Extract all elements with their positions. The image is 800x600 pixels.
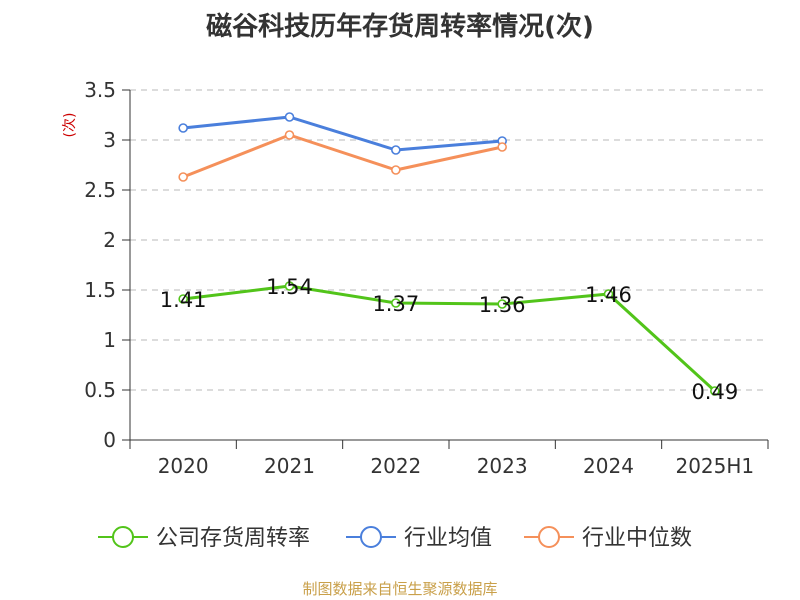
legend-label: 公司存货周转率 [156,526,310,551]
y-tick-label: 2.5 [84,178,116,202]
data-label: 1.54 [266,275,313,299]
x-tick-label: 2020 [158,454,209,478]
legend-marker [360,526,382,548]
data-point [391,165,401,175]
source-note: 制图数据来自恒生聚源数据库 [302,580,498,598]
x-tick-label: 2024 [583,454,634,478]
y-tick-label: 2 [103,228,116,252]
grid-lines [130,89,768,391]
x-tick-label: 2025H1 [675,454,754,478]
y-tick-label: 1 [103,328,116,352]
legend-marker [112,526,134,548]
data-point [284,130,295,140]
x-tick-label: 2021 [264,454,315,478]
data-label: 1.36 [479,293,526,317]
data-point [391,145,401,155]
y-tick-label: 1.5 [84,278,116,302]
data-label: 1.37 [372,292,419,316]
y-tick-label: 0.5 [84,378,116,402]
data-point [178,294,188,304]
legend-label: 行业中位数 [582,526,692,551]
series-line [182,284,716,393]
data-label: 1.46 [585,283,632,307]
data-point [497,299,507,309]
data-point [178,172,188,182]
series-line [182,133,503,179]
data-point [497,142,507,152]
data-point [178,123,188,133]
data-label: 1.41 [160,288,207,312]
legend: 公司存货周转率 行业均值 行业中位数 [98,526,692,551]
data-labels: 1.41 1.54 1.37 1.36 1.46 0.49 [160,275,738,404]
data-point [603,289,614,299]
data-point [391,298,401,308]
y-tick-label: 3 [103,128,116,152]
series-lines [178,112,720,396]
data-label: 0.49 [691,380,738,404]
data-point [710,386,720,396]
x-tick-label: 2023 [477,454,528,478]
axes: 0 0.5 1 1.5 2 2.5 3 3.5 (次) 2020 2021 2022 2023 2024 2… [62,78,769,478]
y-tick-label: 0 [103,428,116,452]
series-line [183,115,503,152]
chart-title: 磁谷科技历年存货周转率情况(次) [206,12,594,42]
legend-label: 行业均值 [404,526,492,551]
x-tick-label: 2022 [370,454,421,478]
y-tick-label: 3.5 [84,78,116,102]
data-point [284,112,295,122]
data-point [284,281,295,291]
legend-marker [538,526,560,548]
y-axis-label: (次) [62,113,78,138]
